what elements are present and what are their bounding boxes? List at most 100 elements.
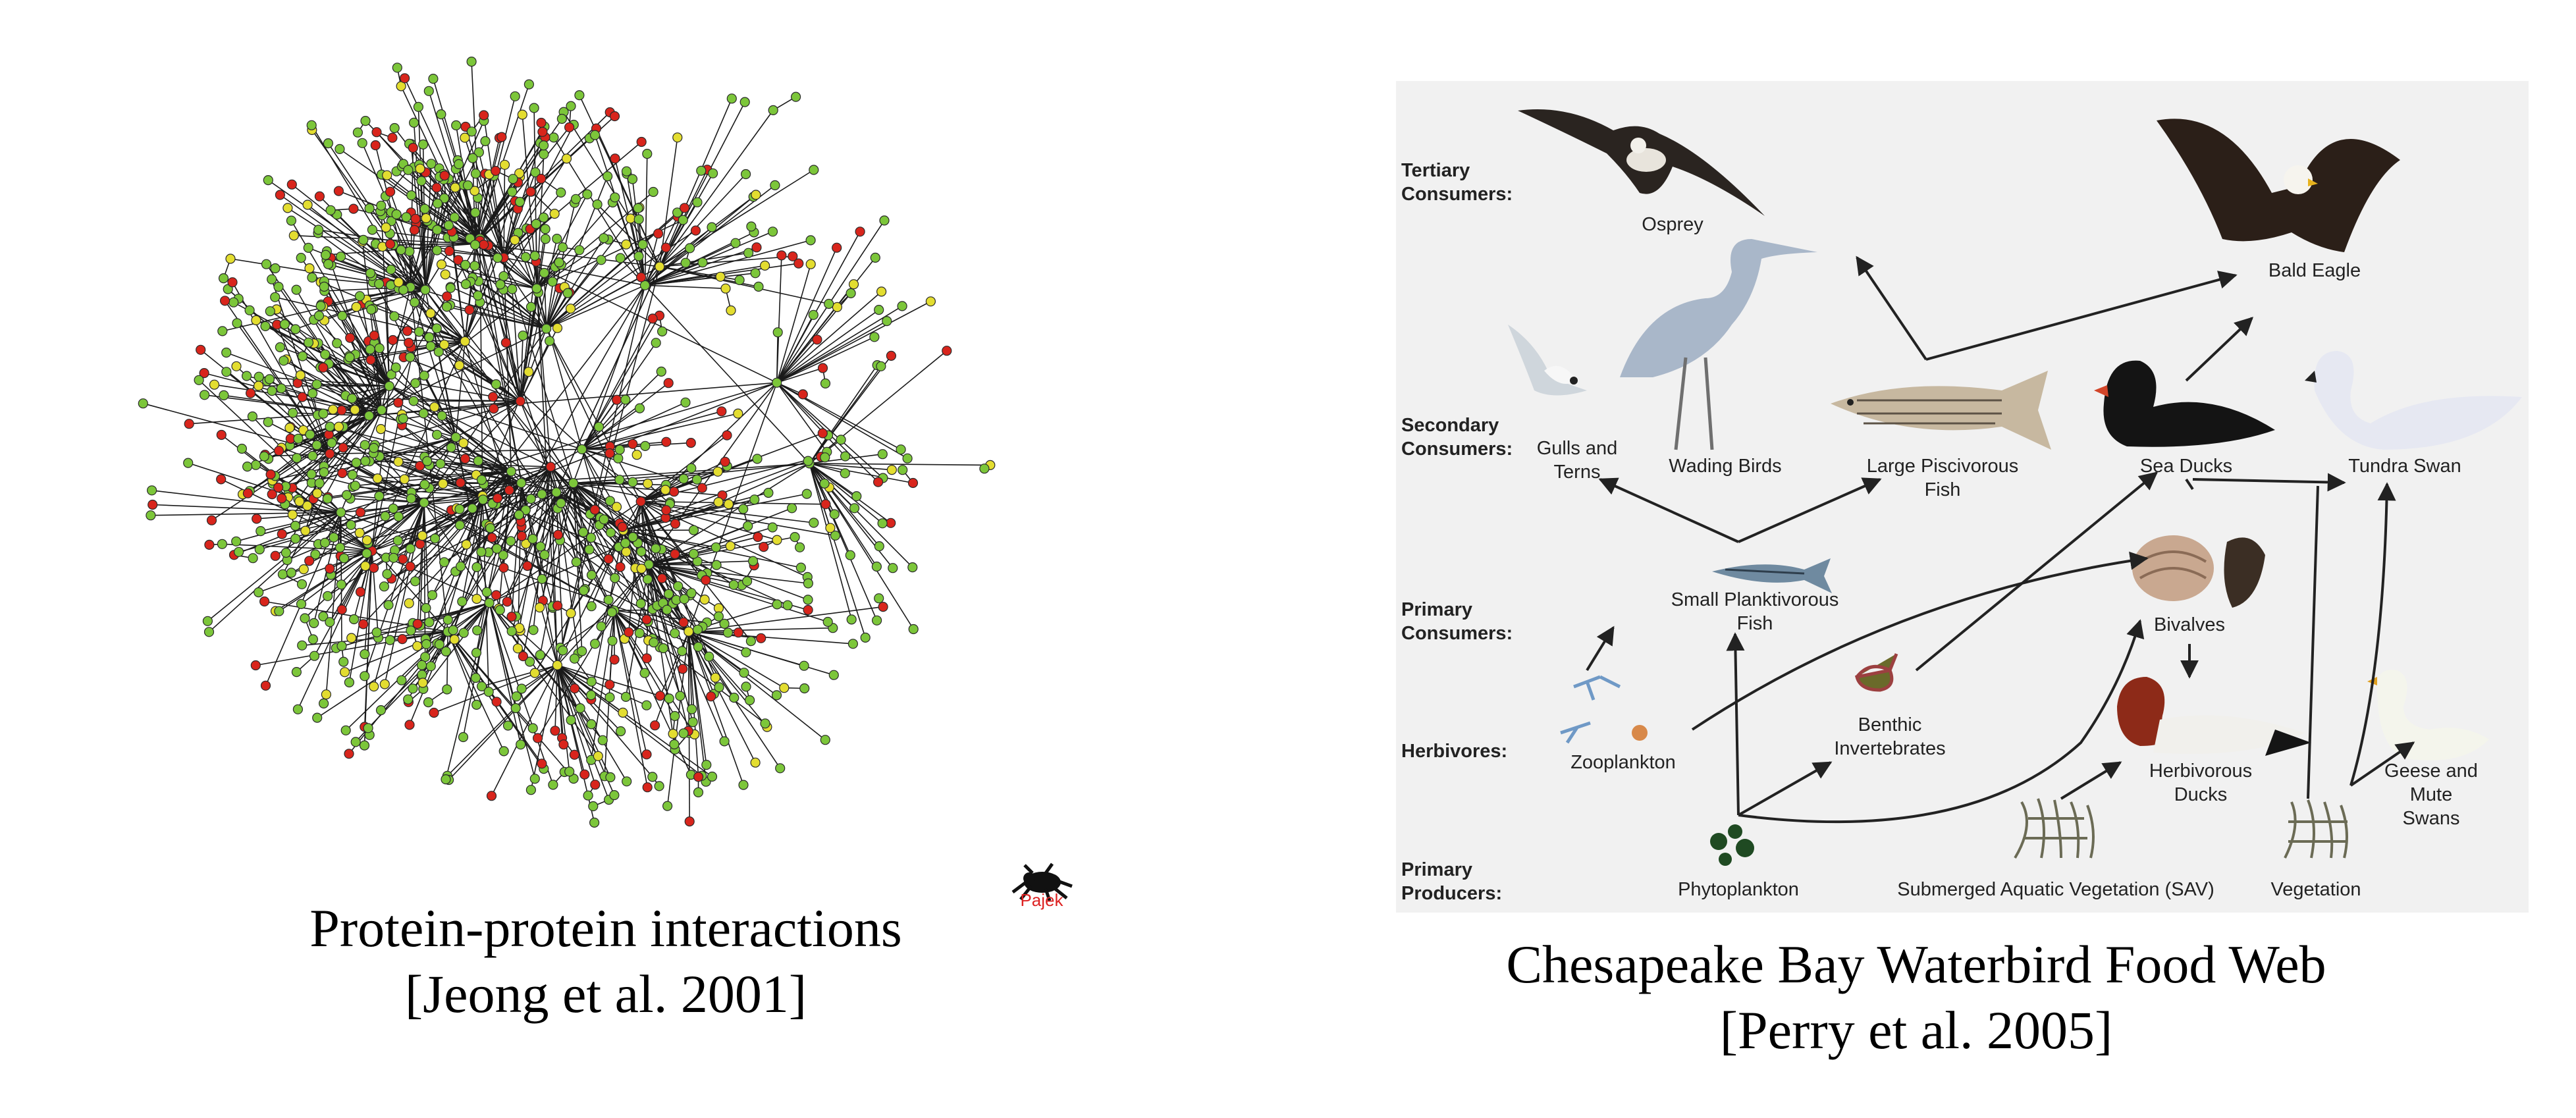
network-node bbox=[346, 633, 357, 643]
network-node bbox=[393, 511, 404, 522]
network-edge bbox=[373, 502, 425, 687]
network-node bbox=[381, 222, 391, 233]
network-edge bbox=[503, 172, 536, 258]
network-node bbox=[723, 499, 734, 510]
network-node bbox=[471, 593, 482, 604]
network-node bbox=[672, 132, 683, 143]
network-node bbox=[355, 507, 365, 518]
network-node bbox=[713, 496, 724, 508]
network-node bbox=[438, 479, 448, 489]
network-node bbox=[767, 226, 778, 237]
network-node bbox=[578, 527, 589, 537]
network-node bbox=[466, 56, 477, 67]
network-edge bbox=[776, 320, 888, 383]
network-node bbox=[279, 319, 290, 330]
network-node bbox=[782, 600, 793, 610]
network-node bbox=[656, 366, 666, 377]
network-node bbox=[374, 343, 385, 354]
network-node bbox=[512, 643, 523, 654]
network-node bbox=[589, 504, 601, 515]
network-edge bbox=[475, 471, 512, 653]
network-node bbox=[628, 531, 638, 543]
network-node bbox=[687, 717, 698, 728]
network-edge bbox=[410, 141, 486, 288]
arrow-veg-to-geese bbox=[2349, 741, 2415, 787]
network-node bbox=[391, 209, 402, 220]
network-node bbox=[825, 523, 836, 533]
network-node bbox=[677, 646, 687, 656]
network-node bbox=[303, 242, 313, 253]
network-node bbox=[217, 326, 228, 336]
network-node bbox=[536, 173, 547, 184]
network-node bbox=[541, 323, 552, 334]
network-edge bbox=[573, 483, 734, 585]
network-node bbox=[454, 504, 465, 514]
network-node bbox=[660, 485, 671, 495]
network-edge bbox=[503, 257, 574, 483]
network-node bbox=[628, 477, 638, 487]
network-edge bbox=[479, 126, 570, 239]
network-node bbox=[458, 627, 469, 638]
network-edge bbox=[270, 473, 342, 513]
network-node bbox=[631, 450, 642, 460]
network-edge bbox=[221, 434, 373, 552]
bald-eagle-icon bbox=[2157, 119, 2400, 252]
network-node bbox=[540, 234, 551, 244]
network-node bbox=[468, 153, 478, 163]
network-edge bbox=[331, 502, 425, 575]
network-node bbox=[371, 627, 382, 638]
network-edge bbox=[477, 198, 504, 258]
network-node bbox=[660, 242, 672, 253]
network-node bbox=[586, 570, 597, 581]
network-node bbox=[529, 103, 539, 113]
network-node bbox=[593, 421, 604, 432]
network-edge bbox=[474, 265, 547, 329]
network-node bbox=[426, 159, 437, 169]
network-edge bbox=[398, 437, 456, 517]
network-node bbox=[751, 190, 761, 200]
network-node bbox=[376, 200, 387, 211]
network-node bbox=[286, 215, 296, 226]
network-edge bbox=[283, 360, 382, 411]
network-node bbox=[876, 286, 887, 297]
network-edge bbox=[489, 483, 522, 527]
network-node bbox=[565, 304, 576, 314]
network-node bbox=[276, 383, 286, 394]
network-node bbox=[794, 542, 805, 552]
network-node bbox=[415, 163, 425, 174]
network-node bbox=[354, 291, 365, 302]
network-node bbox=[273, 282, 284, 292]
network-node bbox=[325, 563, 335, 574]
bivalves-icon bbox=[2132, 535, 2265, 608]
network-node bbox=[472, 625, 483, 636]
network-node bbox=[369, 442, 379, 454]
network-node bbox=[812, 334, 822, 345]
network-node bbox=[398, 413, 408, 424]
network-node bbox=[586, 719, 597, 730]
network-node bbox=[678, 473, 689, 484]
network-node bbox=[462, 180, 473, 191]
network-node bbox=[254, 544, 265, 555]
network-edge bbox=[423, 602, 490, 689]
network-node bbox=[510, 91, 520, 101]
network-edge bbox=[510, 471, 520, 516]
network-node bbox=[574, 90, 585, 101]
network-node bbox=[662, 604, 672, 615]
network-node bbox=[760, 718, 770, 729]
network-node bbox=[308, 388, 318, 399]
network-node bbox=[387, 334, 398, 346]
network-node bbox=[809, 518, 819, 528]
network-node bbox=[611, 502, 622, 512]
network-node bbox=[486, 791, 497, 801]
label-tundra-swan: Tundra Swan bbox=[2348, 456, 2461, 477]
network-node bbox=[275, 190, 285, 200]
network-node bbox=[275, 342, 285, 352]
network-node bbox=[570, 683, 580, 694]
network-node bbox=[431, 429, 443, 440]
pajek-logo bbox=[1006, 863, 1079, 915]
arrow-fish-to-eagle bbox=[1925, 271, 2238, 361]
network-node bbox=[855, 226, 865, 237]
network-node bbox=[907, 562, 918, 573]
network-node bbox=[641, 749, 652, 760]
network-node bbox=[319, 281, 329, 292]
